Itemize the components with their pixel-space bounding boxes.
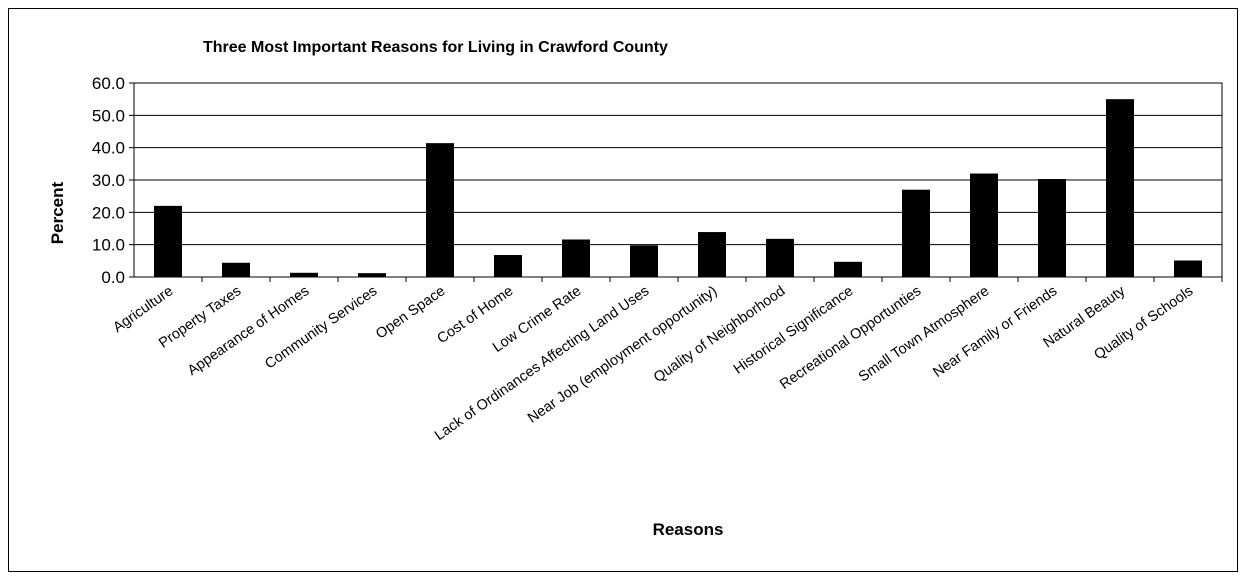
bar [154,205,182,277]
bar [290,272,318,277]
y-tick-label: 30.0 [92,171,125,190]
x-tick-label: Historical Significance [731,283,856,377]
bar [222,262,250,277]
bar [902,189,930,277]
plot-area [133,82,1223,278]
bar [698,232,726,277]
bar [494,255,522,277]
y-tick-label: 0.0 [101,268,125,287]
bar [970,173,998,277]
bar [426,143,454,277]
bar [1038,179,1066,277]
x-tick-label: Near Family or Friends [930,283,1060,381]
y-tick-labels: 0.0 10.0 20.0 30.0 40.0 50.0 60.0 [92,74,125,287]
y-tick-label: 20.0 [92,203,125,222]
y-tick-label: 10.0 [92,236,125,255]
y-tick-label: 40.0 [92,139,125,158]
y-axis-title: Percent [48,181,67,244]
x-tick-label: Agriculture [110,283,176,336]
x-tick-label: Appearance of Homes [185,283,312,379]
x-tick-label: Small Town Atmosphere [856,283,992,385]
chart-title: Three Most Important Reasons for Living … [203,39,668,56]
bar [1174,260,1202,277]
bar [358,273,386,277]
chart-frame [8,8,1238,572]
x-tick-label: Community Services [262,283,380,372]
bar [766,238,794,277]
y-tick-label: 60.0 [92,74,125,93]
y-tick-label: 50.0 [92,106,125,125]
bar [562,239,590,277]
bar [1106,99,1134,278]
bar [630,245,658,277]
bars [154,99,1202,278]
x-tick-label: Quality of Neighborhood [651,283,788,386]
bar [834,261,862,277]
x-axis-title: Reasons [653,520,724,539]
